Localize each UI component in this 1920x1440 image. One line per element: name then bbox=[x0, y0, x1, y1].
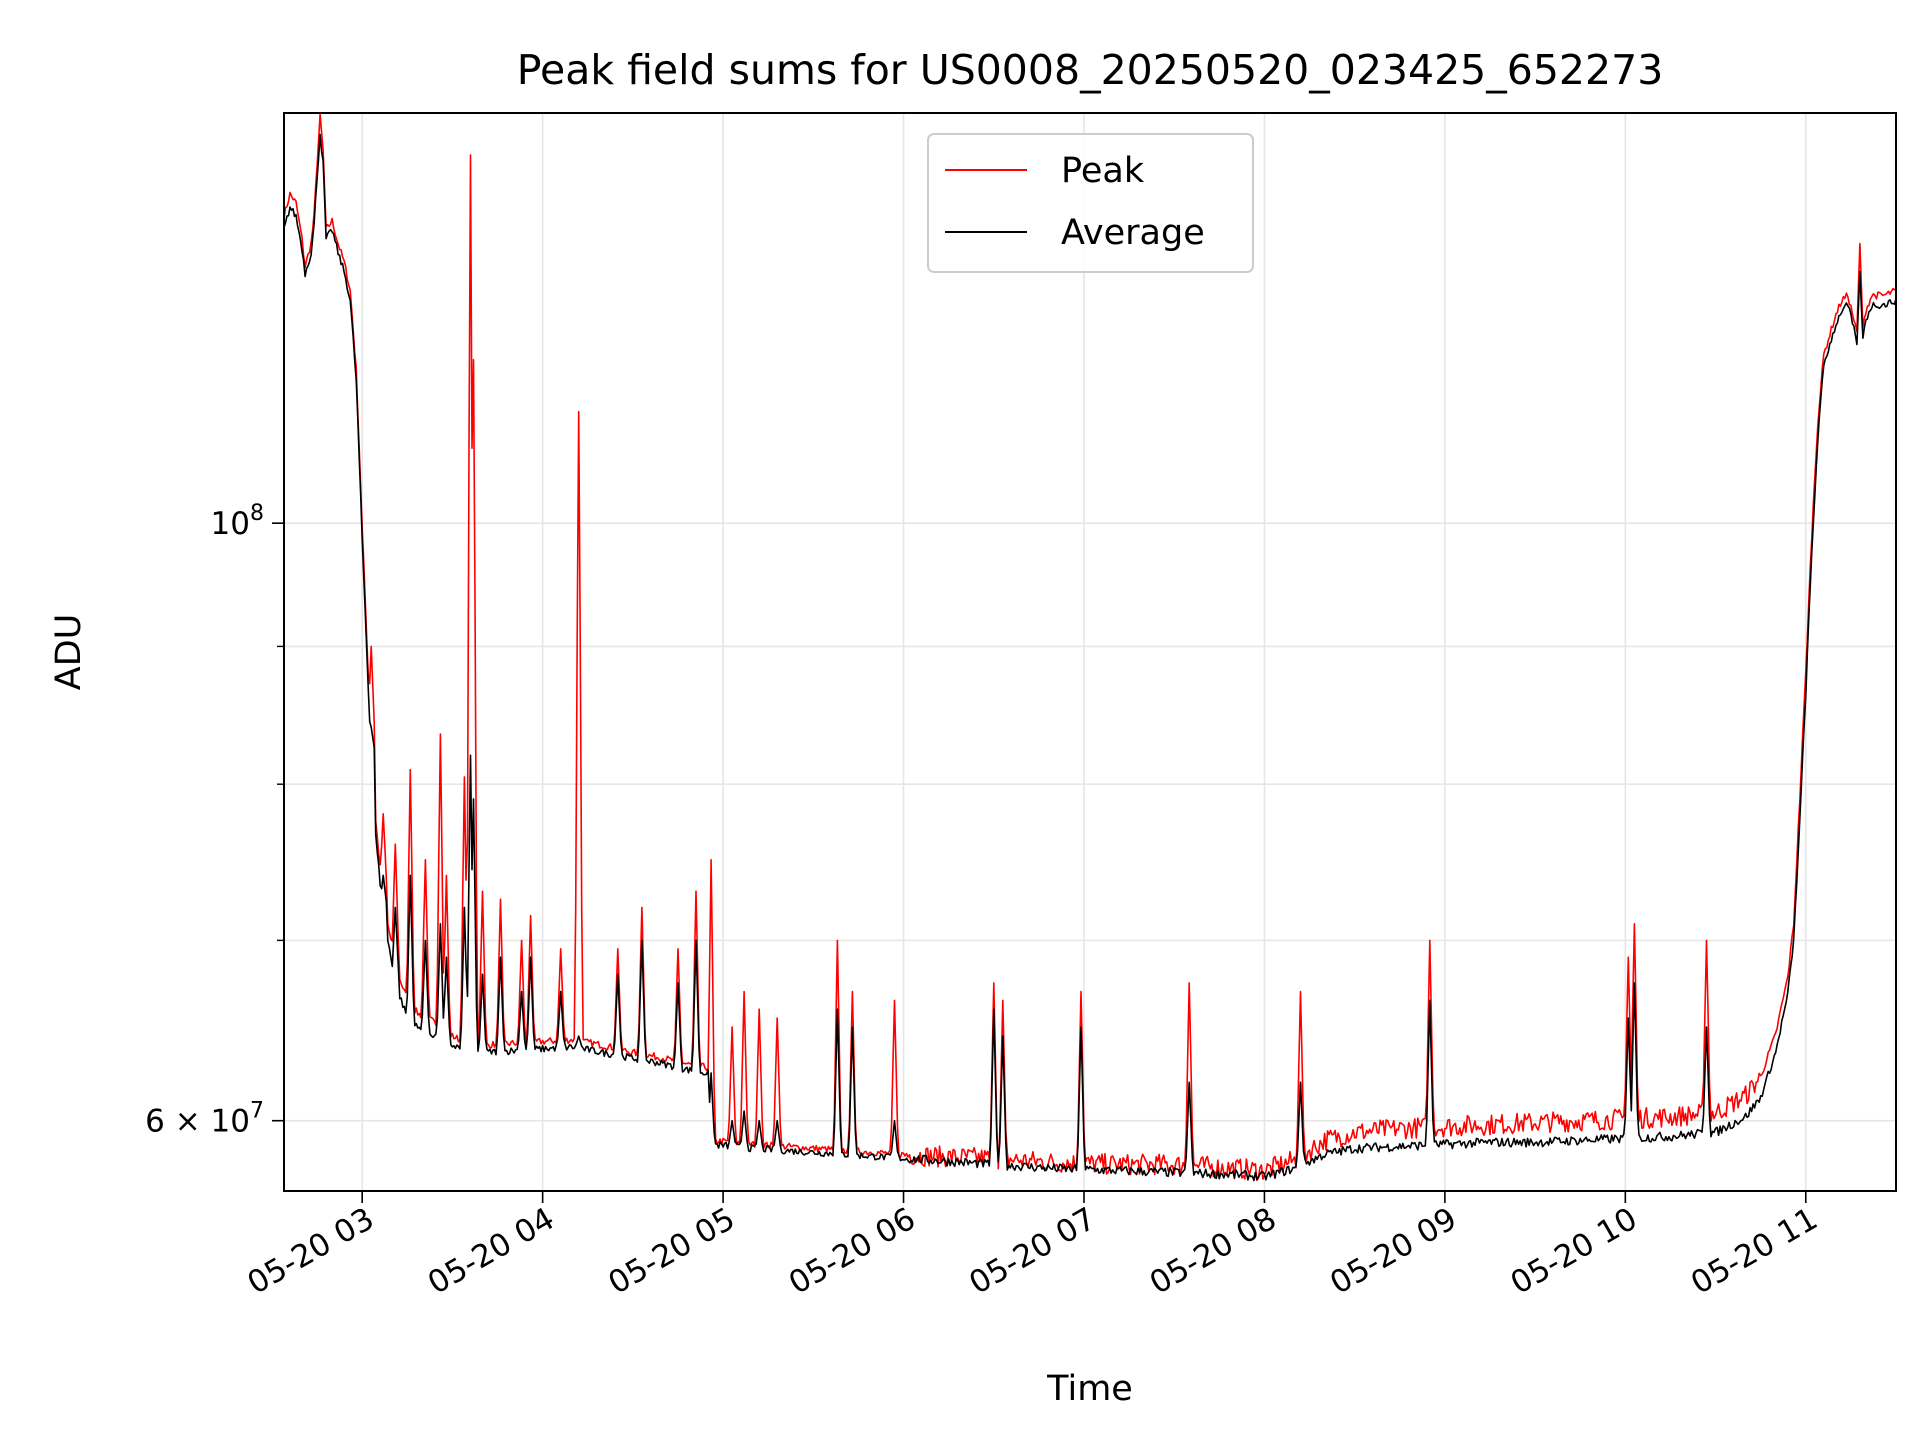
chart-title: Peak field sums for US0008_20250520_0234… bbox=[517, 46, 1664, 94]
legend-peak-label: Peak bbox=[1061, 151, 1145, 191]
plot-frame bbox=[283, 112, 1897, 1192]
grid bbox=[284, 113, 1896, 1191]
x-axis-label: Time bbox=[1046, 1369, 1133, 1409]
y-axis-label: ADU bbox=[49, 614, 89, 691]
y-tick-label: 6 × 107 bbox=[145, 1099, 264, 1140]
series-line-peak bbox=[284, 113, 1896, 1182]
series-line-average bbox=[284, 133, 1896, 1182]
legend-box bbox=[927, 133, 1254, 273]
y-axis: 108 6 × 107 bbox=[145, 501, 284, 1140]
y-tick-label: 108 bbox=[211, 501, 264, 542]
legend: Peak Average bbox=[927, 133, 1254, 273]
legend-average-label: Average bbox=[1061, 213, 1205, 253]
series-layer bbox=[284, 113, 1896, 1182]
